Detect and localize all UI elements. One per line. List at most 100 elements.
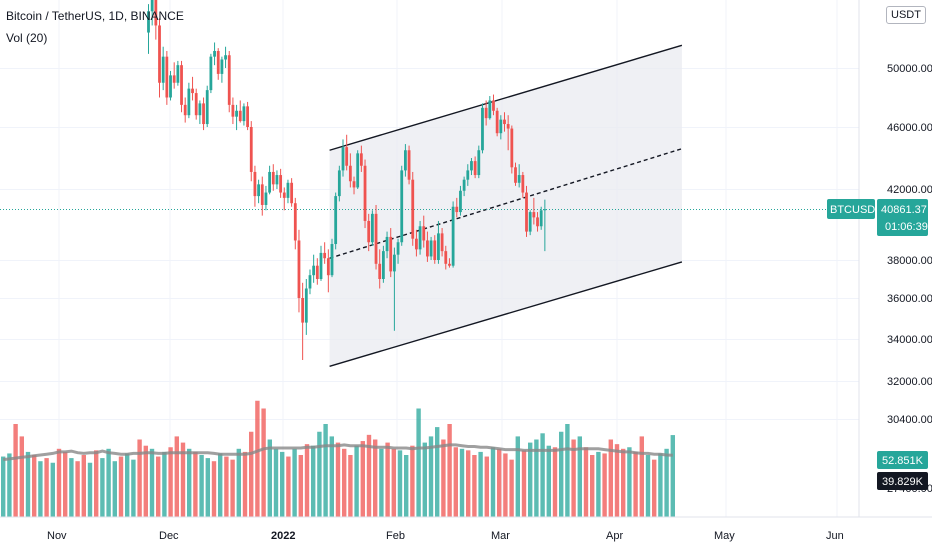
volume-bar xyxy=(323,424,328,517)
candle-body xyxy=(191,88,194,94)
channel-lower-line[interactable] xyxy=(329,261,683,367)
volume-bar xyxy=(162,451,167,517)
candle-body xyxy=(503,119,506,125)
candle-body xyxy=(341,147,345,171)
candle-body xyxy=(220,59,224,74)
candle-body xyxy=(389,236,393,272)
volume-bar xyxy=(131,459,136,517)
candle-body xyxy=(271,171,275,185)
volume-bar xyxy=(286,456,291,517)
volume-bar xyxy=(329,436,334,517)
volume-bar xyxy=(174,436,179,517)
candle-body xyxy=(477,150,481,176)
candle-body xyxy=(345,147,349,166)
volume-bar xyxy=(13,424,18,517)
price-axis[interactable]: 50000.00 46000.00 42000.00 38000.00 36000.00… xyxy=(887,63,932,426)
volume-bar xyxy=(38,461,43,517)
volume-bar xyxy=(602,453,607,517)
price-tick: 42000.00 xyxy=(887,184,932,196)
volume-bar xyxy=(261,408,266,517)
candle-body xyxy=(337,170,341,197)
candle-body xyxy=(514,167,517,183)
price-tick: 30400.00 xyxy=(887,414,932,426)
candle-body xyxy=(348,165,352,182)
volume-bar xyxy=(125,453,130,517)
candle-body xyxy=(260,184,264,205)
candle-body xyxy=(326,258,330,276)
volume-bar xyxy=(652,459,657,517)
candle-body xyxy=(506,124,510,129)
candle-body xyxy=(209,56,213,91)
price-tick: 34000.00 xyxy=(887,334,932,346)
candle-body xyxy=(466,170,470,180)
candle-body xyxy=(381,251,385,279)
candle-body xyxy=(470,161,473,171)
volume-bar xyxy=(342,448,347,517)
candle-body xyxy=(407,150,411,180)
volume-bar xyxy=(435,427,440,517)
volume-bar xyxy=(118,456,124,517)
volume-bar xyxy=(658,453,663,517)
candle-body xyxy=(323,252,327,259)
candle-body xyxy=(165,56,169,98)
last-price-symbol-tag xyxy=(827,199,875,219)
candle-body xyxy=(242,106,246,122)
volume-bar xyxy=(63,451,68,517)
candle-body xyxy=(499,119,503,134)
candle-body xyxy=(495,110,499,134)
volume-legend[interactable]: Vol (20) xyxy=(6,31,48,45)
volume-bar xyxy=(360,441,365,517)
candle-body xyxy=(374,213,378,264)
candle-body xyxy=(359,153,363,166)
volume-bar xyxy=(534,439,539,517)
volume-bar xyxy=(366,434,372,517)
volume-bar xyxy=(521,450,527,517)
volume-bar xyxy=(137,439,142,517)
volume-tag xyxy=(877,451,928,469)
candle-body xyxy=(473,161,477,176)
volume-bar xyxy=(273,448,279,517)
channel-middle-line[interactable] xyxy=(329,148,683,259)
volume-bar xyxy=(19,436,24,517)
volume-bar xyxy=(379,448,384,517)
last-price-value: 40861.37 xyxy=(881,204,927,216)
candle-body xyxy=(396,242,400,255)
volume-bar xyxy=(608,439,613,517)
candle-body xyxy=(455,206,459,213)
volume-bar xyxy=(75,461,80,517)
candle-body xyxy=(400,170,404,243)
volume-bar xyxy=(583,447,589,517)
candle-body xyxy=(532,212,536,218)
time-axis[interactable]: Nov Dec 2022 Feb Mar Apr May Jun xyxy=(47,530,844,542)
volume-bar xyxy=(224,456,229,517)
candle-body xyxy=(392,254,396,272)
candle-body xyxy=(308,275,312,289)
candle-body xyxy=(418,226,422,250)
volume-bar xyxy=(292,448,297,517)
candle-body xyxy=(385,236,389,252)
x-label-feb: Feb xyxy=(386,530,405,542)
candle-body xyxy=(246,106,249,127)
channel-fill xyxy=(329,45,682,367)
candle-body xyxy=(334,196,338,245)
candle-body xyxy=(363,165,367,221)
candle-body xyxy=(227,55,231,105)
volume-bar xyxy=(645,455,651,517)
volume-bar xyxy=(199,455,204,517)
volume-bar xyxy=(255,400,260,517)
currency-selector[interactable]: USDT xyxy=(886,6,926,24)
candle-body xyxy=(404,150,407,171)
candle-body xyxy=(286,182,290,198)
symbol-title[interactable]: Bitcoin / TetherUS, 1D, BINANCE xyxy=(6,9,184,23)
volume-bar xyxy=(180,442,186,517)
volume-bar xyxy=(453,447,458,517)
candle-body xyxy=(422,226,426,241)
channel-upper-line[interactable] xyxy=(329,44,683,151)
volume-bar xyxy=(639,436,644,517)
candle-body xyxy=(268,171,272,193)
candle-body xyxy=(481,107,484,151)
candle-body xyxy=(290,182,294,204)
volume-value: 52.851K xyxy=(882,455,924,467)
candle-body xyxy=(517,175,521,183)
